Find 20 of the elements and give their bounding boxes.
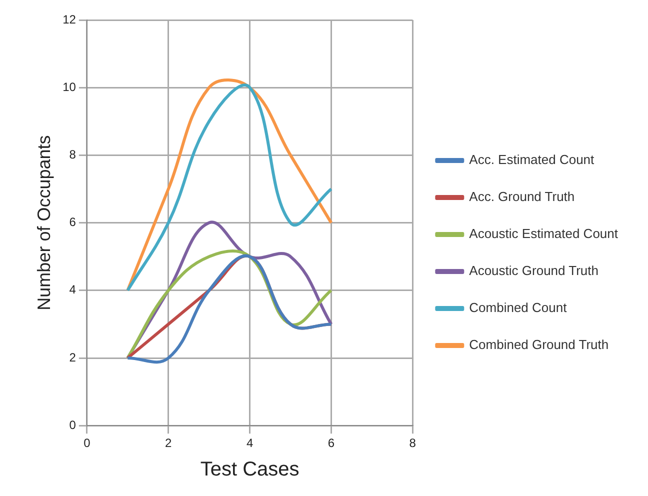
x-axis-title: Test Cases [200, 458, 300, 481]
y-tick-label: 2 [69, 350, 76, 364]
x-tick-label: 2 [165, 436, 172, 450]
y-axis-title: Number of Occupants [34, 135, 54, 310]
y-tick-label: 6 [69, 215, 76, 230]
y-tick-label: 8 [69, 148, 76, 162]
legend-label: Acc. Ground Truth [469, 189, 575, 204]
legend-label: Acoustic Estimated Count [469, 226, 618, 242]
x-tick-label: 8 [409, 436, 416, 450]
x-tick-label: 0 [84, 436, 91, 450]
legend-label: Acc. Estimated Count [469, 152, 595, 168]
legend-label: Combined Count [469, 300, 568, 316]
legend-label: Combined Ground Truth [469, 337, 609, 352]
y-tick-label: 10 [62, 80, 76, 94]
y-tick-label: 12 [62, 12, 76, 26]
x-tick-label: 6 [328, 436, 335, 450]
x-tick-label: 4 [246, 436, 254, 450]
y-tick-label: 4 [69, 282, 76, 297]
legend-label: Acoustic Ground Truth [469, 263, 598, 278]
y-tick-label: 0 [69, 418, 76, 432]
